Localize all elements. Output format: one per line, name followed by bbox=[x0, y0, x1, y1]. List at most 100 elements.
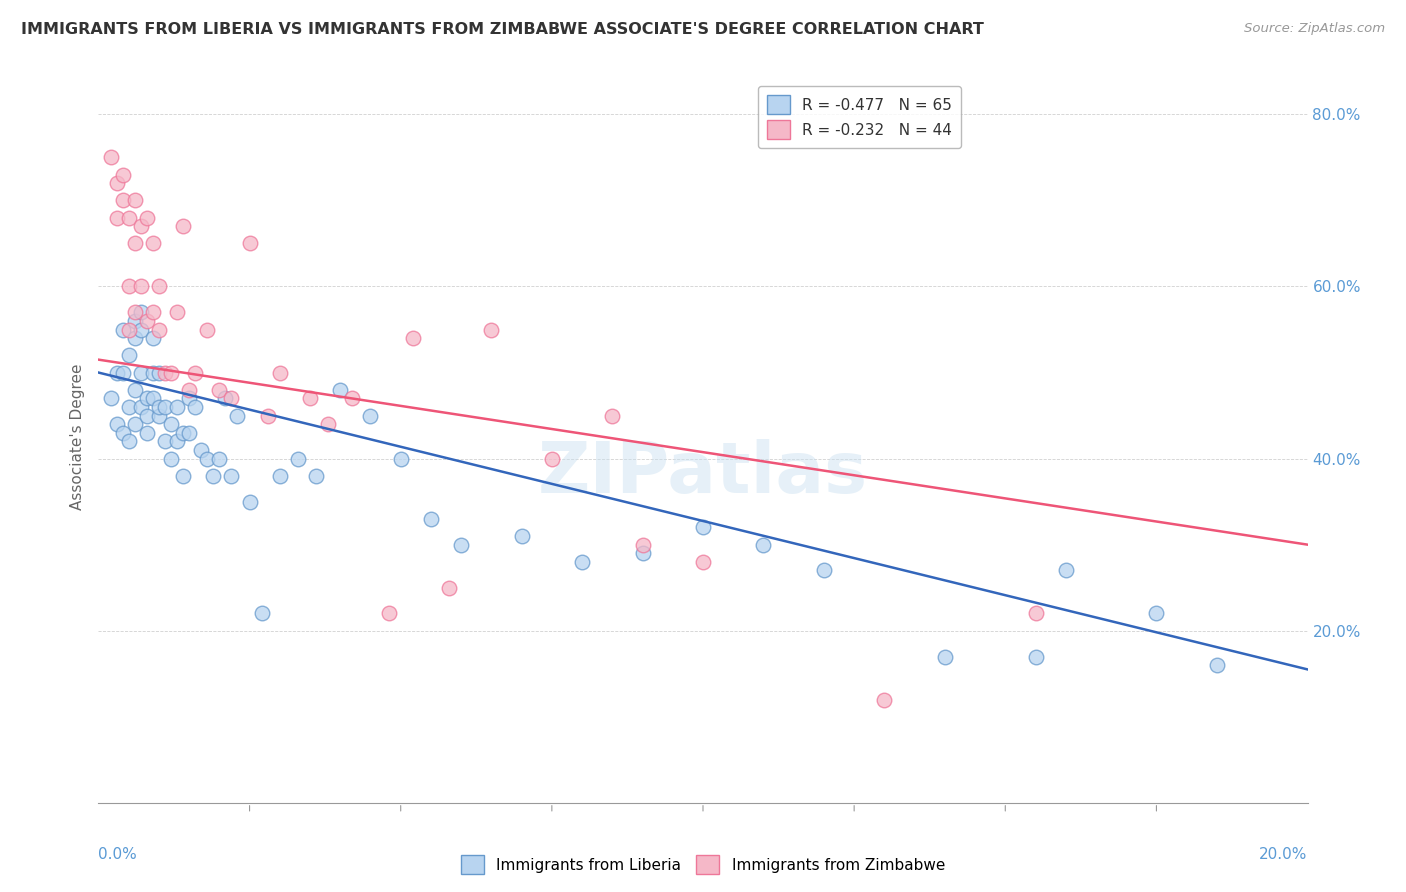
Point bbox=[389, 451, 412, 466]
Point bbox=[135, 425, 157, 440]
Point bbox=[111, 425, 134, 440]
Point bbox=[214, 392, 236, 406]
Point bbox=[166, 305, 188, 319]
Point bbox=[124, 236, 146, 251]
Point bbox=[160, 366, 183, 380]
Point bbox=[148, 322, 170, 336]
Point bbox=[316, 417, 339, 432]
Point bbox=[195, 322, 218, 336]
Point bbox=[571, 555, 593, 569]
Text: ZIPatlas: ZIPatlas bbox=[538, 439, 868, 508]
Point bbox=[221, 392, 243, 406]
Point bbox=[510, 529, 533, 543]
Point bbox=[105, 417, 128, 432]
Point bbox=[153, 434, 176, 449]
Point bbox=[118, 322, 141, 336]
Point bbox=[129, 305, 152, 319]
Point bbox=[111, 322, 134, 336]
Point bbox=[105, 176, 128, 190]
Point bbox=[208, 451, 231, 466]
Legend: R = -0.477   N = 65, R = -0.232   N = 44: R = -0.477 N = 65, R = -0.232 N = 44 bbox=[758, 87, 962, 148]
Point bbox=[100, 150, 122, 164]
Point bbox=[1024, 607, 1046, 621]
Point bbox=[160, 417, 183, 432]
Point bbox=[135, 211, 157, 225]
Point bbox=[129, 366, 152, 380]
Point bbox=[124, 314, 146, 328]
Point bbox=[142, 392, 165, 406]
Point bbox=[135, 314, 157, 328]
Point bbox=[184, 400, 207, 414]
Point bbox=[179, 383, 201, 397]
Point bbox=[692, 555, 714, 569]
Point bbox=[299, 392, 322, 406]
Point bbox=[269, 366, 291, 380]
Point bbox=[1024, 649, 1046, 664]
Point bbox=[1054, 564, 1077, 578]
Point bbox=[124, 194, 146, 208]
Point bbox=[239, 236, 262, 251]
Point bbox=[118, 434, 141, 449]
Point bbox=[360, 409, 382, 423]
Point bbox=[631, 546, 654, 560]
Point bbox=[100, 392, 122, 406]
Legend: Immigrants from Liberia, Immigrants from Zimbabwe: Immigrants from Liberia, Immigrants from… bbox=[456, 849, 950, 880]
Point bbox=[256, 409, 278, 423]
Point bbox=[692, 520, 714, 534]
Point bbox=[752, 538, 775, 552]
Point bbox=[111, 168, 134, 182]
Point bbox=[148, 279, 170, 293]
Point bbox=[118, 400, 141, 414]
Point bbox=[172, 425, 194, 440]
Point bbox=[239, 494, 262, 508]
Point bbox=[124, 305, 146, 319]
Point bbox=[111, 366, 134, 380]
Point bbox=[221, 468, 243, 483]
Text: IMMIGRANTS FROM LIBERIA VS IMMIGRANTS FROM ZIMBABWE ASSOCIATE'S DEGREE CORRELATI: IMMIGRANTS FROM LIBERIA VS IMMIGRANTS FR… bbox=[21, 22, 984, 37]
Point bbox=[129, 279, 152, 293]
Point bbox=[342, 392, 364, 406]
Point bbox=[190, 442, 212, 457]
Point bbox=[142, 366, 165, 380]
Point bbox=[148, 400, 170, 414]
Text: Source: ZipAtlas.com: Source: ZipAtlas.com bbox=[1244, 22, 1385, 36]
Point bbox=[153, 366, 176, 380]
Point bbox=[402, 331, 425, 345]
Point bbox=[540, 451, 562, 466]
Point bbox=[118, 279, 141, 293]
Point bbox=[450, 538, 472, 552]
Text: 0.0%: 0.0% bbox=[98, 847, 138, 862]
Point bbox=[148, 366, 170, 380]
Point bbox=[160, 451, 183, 466]
Point bbox=[208, 383, 231, 397]
Point bbox=[129, 400, 152, 414]
Point bbox=[631, 538, 654, 552]
Point bbox=[111, 194, 134, 208]
Point bbox=[166, 400, 188, 414]
Point bbox=[124, 331, 146, 345]
Point bbox=[129, 219, 152, 234]
Point bbox=[437, 581, 460, 595]
Point bbox=[148, 409, 170, 423]
Point bbox=[172, 468, 194, 483]
Point bbox=[481, 322, 503, 336]
Point bbox=[305, 468, 328, 483]
Point bbox=[124, 417, 146, 432]
Point bbox=[813, 564, 835, 578]
Point bbox=[179, 392, 201, 406]
Point bbox=[195, 451, 218, 466]
Point bbox=[142, 236, 165, 251]
Point bbox=[135, 409, 157, 423]
Point bbox=[602, 409, 624, 423]
Point bbox=[124, 383, 146, 397]
Text: 20.0%: 20.0% bbox=[1260, 847, 1308, 862]
Point bbox=[329, 383, 352, 397]
Point bbox=[1206, 658, 1229, 673]
Point bbox=[142, 331, 165, 345]
Point bbox=[1144, 607, 1167, 621]
Point bbox=[269, 468, 291, 483]
Point bbox=[202, 468, 225, 483]
Point bbox=[118, 348, 141, 362]
Point bbox=[226, 409, 249, 423]
Y-axis label: Associate's Degree: Associate's Degree bbox=[69, 364, 84, 510]
